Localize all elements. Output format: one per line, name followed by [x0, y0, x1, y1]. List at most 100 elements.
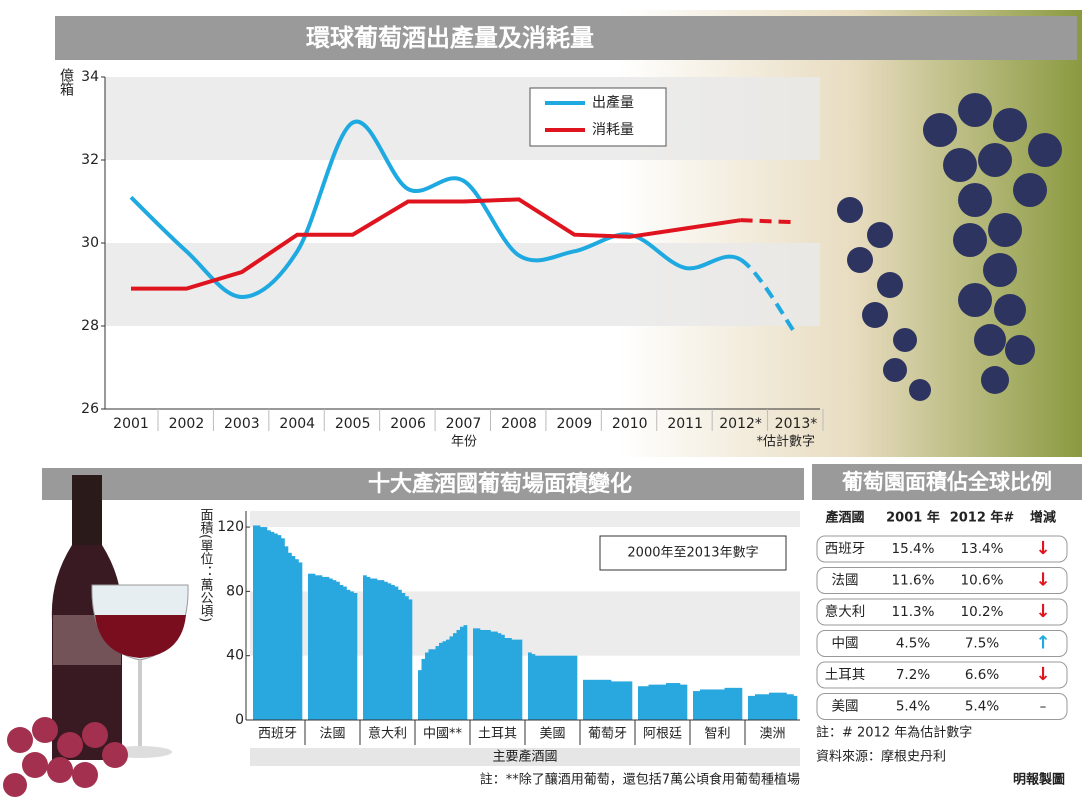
bar [346, 589, 351, 720]
bar [721, 689, 725, 720]
bar [673, 683, 677, 720]
bar [549, 655, 553, 720]
table-row [816, 598, 1068, 626]
legend-label: 消耗量 [592, 122, 634, 138]
bar [755, 694, 759, 720]
bar [253, 525, 257, 720]
bar [600, 679, 605, 720]
bar [329, 578, 333, 720]
bar [765, 694, 770, 720]
grid-band [105, 77, 820, 160]
x-tick-label: 2006 [390, 416, 426, 432]
table-cell: 10.6% [961, 573, 1004, 589]
bar [435, 646, 440, 720]
table-cell: 7.5% [965, 636, 999, 652]
table-row [816, 630, 1068, 657]
bar [295, 559, 299, 720]
bar [559, 655, 564, 720]
bar [260, 527, 264, 720]
bar [398, 589, 402, 720]
bar [370, 578, 374, 720]
bar [463, 625, 468, 720]
table-row [816, 661, 1068, 689]
x-tick-label: 2003 [224, 416, 260, 432]
x-tick-label: 意大利 [368, 726, 407, 742]
bar [291, 556, 296, 720]
bar [655, 684, 660, 720]
bar [528, 652, 532, 720]
table-cell: ↓ [1035, 538, 1050, 559]
bar [625, 681, 629, 720]
table-cell: ↓ [1035, 570, 1050, 591]
bar [353, 592, 358, 720]
note-box [599, 535, 787, 571]
bar [373, 578, 378, 720]
table-cell: 6.6% [965, 667, 999, 683]
series-line [131, 197, 741, 291]
table-note: 資料來源：摩根史丹利 [816, 749, 946, 765]
table-cell: ↑ [1035, 633, 1050, 654]
table-cell: 4.5% [896, 636, 930, 652]
bar [263, 527, 268, 720]
bar [311, 573, 316, 720]
x-tick-label: 2010 [612, 416, 648, 432]
bar [735, 687, 739, 720]
bar [322, 576, 326, 720]
bar [542, 655, 546, 720]
x-tick-label: 2005 [335, 416, 371, 432]
bar [535, 655, 539, 720]
x-tick-label: 2008 [501, 416, 537, 432]
note: 2000年至2013年數字 [627, 546, 758, 561]
table-cell: – [1040, 699, 1047, 715]
bar [494, 631, 498, 720]
y-tick-label: 28 [81, 318, 99, 334]
series-line [739, 257, 798, 336]
bar [758, 694, 763, 720]
bar [501, 634, 505, 720]
y-axis-label: 億箱 [58, 68, 74, 96]
x-tick-label: 阿根廷 [643, 727, 682, 742]
bar [343, 586, 347, 720]
bar [487, 629, 491, 720]
bar [508, 638, 512, 720]
x-tick-label: 2012* [719, 416, 762, 432]
y-tick-label: 40 [226, 648, 244, 664]
bar [772, 692, 777, 720]
bar [728, 687, 732, 720]
bar [401, 592, 406, 720]
bar [363, 575, 367, 720]
y-axis-label: 面積(單位：萬公頃) [198, 508, 214, 622]
y-tick-label: 30 [81, 235, 99, 251]
bar [504, 638, 509, 720]
bar [339, 584, 344, 720]
table-cell: 中國 [832, 636, 859, 652]
bar [717, 689, 722, 720]
table-header: 2001 年 [886, 510, 940, 526]
y-tick-label: 34 [81, 69, 99, 85]
table-cell: 7.2% [896, 667, 930, 683]
note: *估計數字 [756, 434, 815, 450]
y-tick-label: 0 [235, 712, 244, 728]
bar [762, 694, 766, 720]
bar [618, 681, 622, 720]
table-note: 註：# 2012 年為估計數字 [816, 725, 972, 741]
bar [449, 636, 454, 720]
bar [384, 581, 388, 720]
x-tick-label: 2013* [775, 416, 818, 432]
bar [421, 658, 426, 720]
table-cell: 美國 [832, 699, 859, 715]
bar [707, 689, 711, 720]
bar [456, 629, 461, 720]
table-header: 2012 年# [950, 510, 1015, 526]
bar [483, 629, 488, 720]
bar [281, 538, 285, 720]
bar [531, 654, 536, 720]
bar [614, 681, 619, 720]
bar [751, 695, 756, 720]
legend [529, 87, 667, 147]
bar [563, 655, 567, 720]
bar [497, 633, 502, 720]
bar [428, 649, 433, 720]
bar [676, 683, 681, 720]
bar [621, 681, 626, 720]
